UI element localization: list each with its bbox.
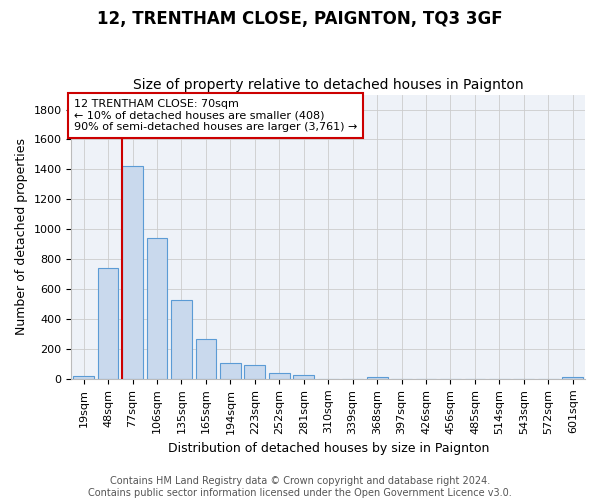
Y-axis label: Number of detached properties: Number of detached properties xyxy=(15,138,28,335)
Bar xyxy=(122,166,143,379)
Bar xyxy=(244,365,265,379)
Bar xyxy=(269,373,290,379)
Bar xyxy=(98,268,118,379)
Bar xyxy=(220,363,241,379)
Title: Size of property relative to detached houses in Paignton: Size of property relative to detached ho… xyxy=(133,78,524,92)
Bar xyxy=(73,376,94,379)
Bar xyxy=(367,377,388,379)
Bar xyxy=(562,377,583,379)
Bar xyxy=(196,340,217,379)
X-axis label: Distribution of detached houses by size in Paignton: Distribution of detached houses by size … xyxy=(167,442,489,455)
Text: 12 TRENTHAM CLOSE: 70sqm
← 10% of detached houses are smaller (408)
90% of semi-: 12 TRENTHAM CLOSE: 70sqm ← 10% of detach… xyxy=(74,99,358,132)
Text: Contains HM Land Registry data © Crown copyright and database right 2024.
Contai: Contains HM Land Registry data © Crown c… xyxy=(88,476,512,498)
Text: 12, TRENTHAM CLOSE, PAIGNTON, TQ3 3GF: 12, TRENTHAM CLOSE, PAIGNTON, TQ3 3GF xyxy=(97,10,503,28)
Bar xyxy=(146,238,167,379)
Bar xyxy=(293,375,314,379)
Bar xyxy=(171,300,192,379)
